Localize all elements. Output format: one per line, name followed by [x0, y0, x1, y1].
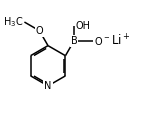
Text: H$_3$C: H$_3$C: [3, 15, 23, 29]
Text: OH: OH: [76, 21, 91, 31]
Text: O$^-$: O$^-$: [94, 35, 110, 47]
Text: N: N: [44, 81, 52, 91]
Text: Li$^+$: Li$^+$: [110, 33, 130, 48]
Text: B: B: [71, 36, 77, 46]
Text: O: O: [36, 26, 43, 36]
